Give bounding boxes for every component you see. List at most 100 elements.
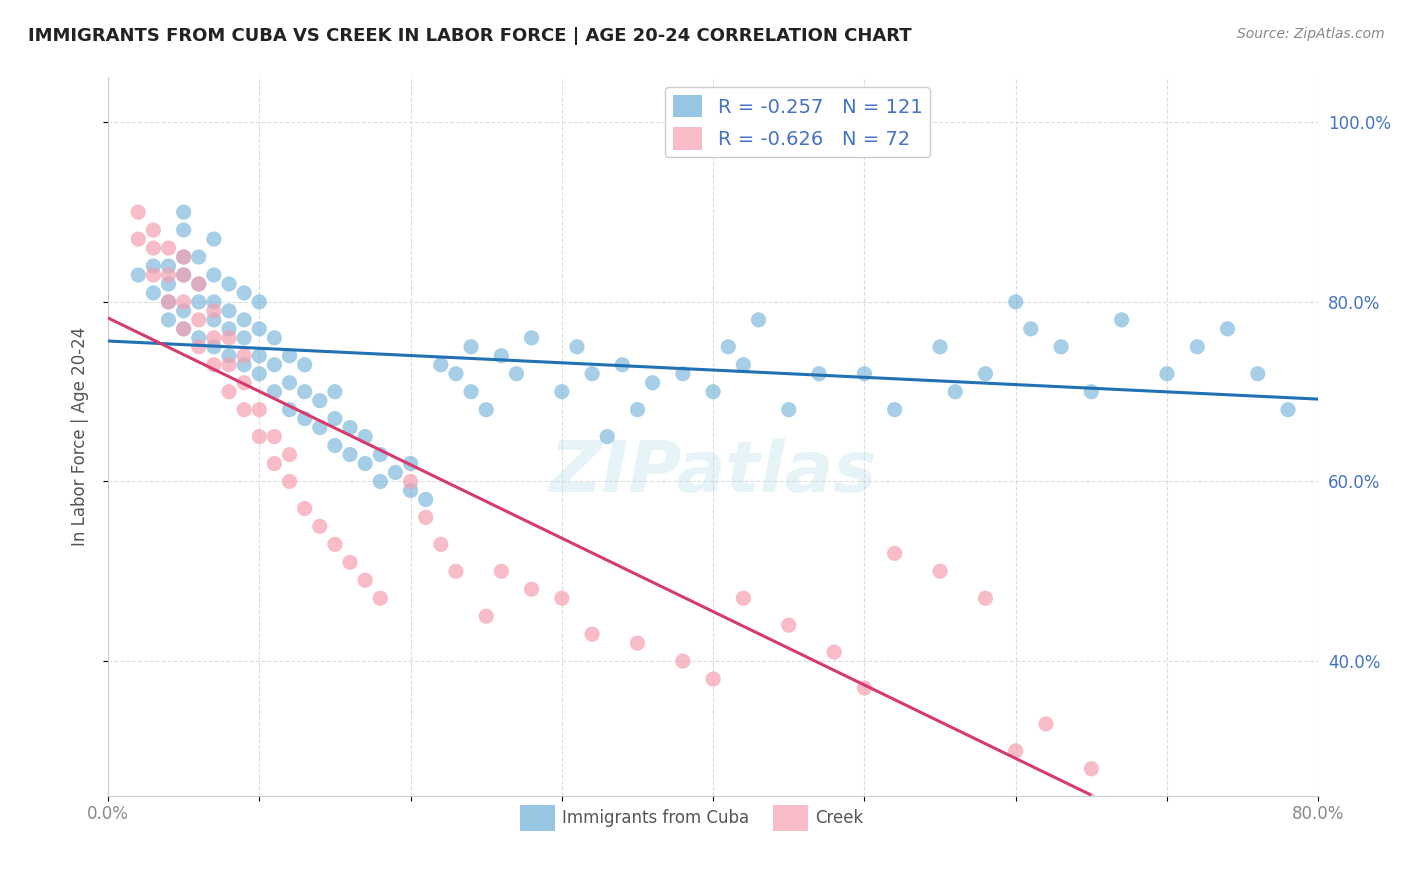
Point bbox=[202, 232, 225, 246]
Point bbox=[157, 294, 180, 309]
Point bbox=[475, 609, 498, 624]
Point bbox=[247, 367, 270, 381]
Point bbox=[233, 313, 256, 327]
Point bbox=[247, 322, 270, 336]
Point bbox=[127, 268, 149, 282]
Point bbox=[263, 358, 285, 372]
Point bbox=[551, 384, 574, 399]
Point bbox=[778, 402, 800, 417]
Point bbox=[202, 304, 225, 318]
Point bbox=[323, 411, 346, 425]
Point bbox=[565, 340, 588, 354]
Point bbox=[294, 411, 316, 425]
Point bbox=[823, 645, 845, 659]
Point bbox=[626, 402, 648, 417]
Point bbox=[747, 313, 769, 327]
Point bbox=[399, 475, 422, 489]
Point bbox=[157, 277, 180, 291]
Point bbox=[354, 457, 377, 471]
Point bbox=[263, 457, 285, 471]
Point bbox=[142, 223, 165, 237]
Text: IMMIGRANTS FROM CUBA VS CREEK IN LABOR FORCE | AGE 20-24 CORRELATION CHART: IMMIGRANTS FROM CUBA VS CREEK IN LABOR F… bbox=[28, 27, 911, 45]
Point bbox=[581, 627, 603, 641]
Point bbox=[187, 331, 209, 345]
Point bbox=[368, 475, 391, 489]
Point bbox=[187, 277, 209, 291]
Point bbox=[1080, 384, 1102, 399]
Text: Creek: Creek bbox=[815, 809, 863, 827]
Point bbox=[218, 331, 240, 345]
Point bbox=[672, 367, 695, 381]
Point bbox=[294, 384, 316, 399]
Point bbox=[142, 285, 165, 300]
Point bbox=[368, 591, 391, 606]
Point bbox=[173, 268, 195, 282]
Point bbox=[323, 439, 346, 453]
Point bbox=[1216, 322, 1239, 336]
Point bbox=[263, 331, 285, 345]
Point bbox=[173, 322, 195, 336]
Point bbox=[323, 384, 346, 399]
Point bbox=[308, 519, 330, 533]
Point bbox=[173, 294, 195, 309]
Point bbox=[218, 304, 240, 318]
Point bbox=[202, 294, 225, 309]
Point bbox=[278, 349, 301, 363]
Point bbox=[247, 402, 270, 417]
Point bbox=[808, 367, 831, 381]
Point bbox=[173, 322, 195, 336]
Point bbox=[596, 429, 619, 443]
Point bbox=[626, 636, 648, 650]
Point bbox=[247, 294, 270, 309]
Point bbox=[263, 384, 285, 399]
Point bbox=[778, 618, 800, 632]
Point bbox=[127, 205, 149, 219]
Point bbox=[672, 654, 695, 668]
Point bbox=[173, 250, 195, 264]
Point bbox=[853, 367, 876, 381]
Point bbox=[202, 340, 225, 354]
Point bbox=[883, 546, 905, 560]
Point bbox=[247, 429, 270, 443]
Point bbox=[354, 429, 377, 443]
Point bbox=[233, 285, 256, 300]
Point bbox=[1050, 340, 1073, 354]
Point bbox=[218, 322, 240, 336]
Point bbox=[173, 268, 195, 282]
Point bbox=[339, 420, 361, 434]
Point bbox=[233, 331, 256, 345]
Point bbox=[218, 277, 240, 291]
Point bbox=[157, 268, 180, 282]
Point bbox=[157, 241, 180, 255]
Point bbox=[127, 232, 149, 246]
Point bbox=[733, 358, 755, 372]
Point bbox=[943, 384, 966, 399]
Point bbox=[157, 313, 180, 327]
Point bbox=[218, 349, 240, 363]
Point bbox=[173, 250, 195, 264]
Point bbox=[339, 555, 361, 569]
Point bbox=[430, 537, 453, 551]
Point bbox=[641, 376, 664, 390]
Point bbox=[460, 384, 482, 399]
Point bbox=[1187, 340, 1209, 354]
Point bbox=[460, 340, 482, 354]
Text: Immigrants from Cuba: Immigrants from Cuba bbox=[562, 809, 749, 827]
Point bbox=[430, 358, 453, 372]
Point bbox=[1004, 294, 1026, 309]
Point bbox=[187, 294, 209, 309]
Y-axis label: In Labor Force | Age 20-24: In Labor Force | Age 20-24 bbox=[72, 327, 89, 546]
Point bbox=[717, 340, 740, 354]
Point bbox=[1247, 367, 1270, 381]
Point bbox=[202, 313, 225, 327]
Point bbox=[294, 501, 316, 516]
Point bbox=[233, 349, 256, 363]
Point bbox=[491, 564, 513, 578]
Point bbox=[278, 448, 301, 462]
Point bbox=[294, 358, 316, 372]
Point bbox=[1156, 367, 1178, 381]
Point bbox=[384, 466, 406, 480]
Point bbox=[1019, 322, 1042, 336]
Legend: R = -0.257   N = 121, R = -0.626   N = 72: R = -0.257 N = 121, R = -0.626 N = 72 bbox=[665, 87, 931, 157]
Point bbox=[173, 304, 195, 318]
